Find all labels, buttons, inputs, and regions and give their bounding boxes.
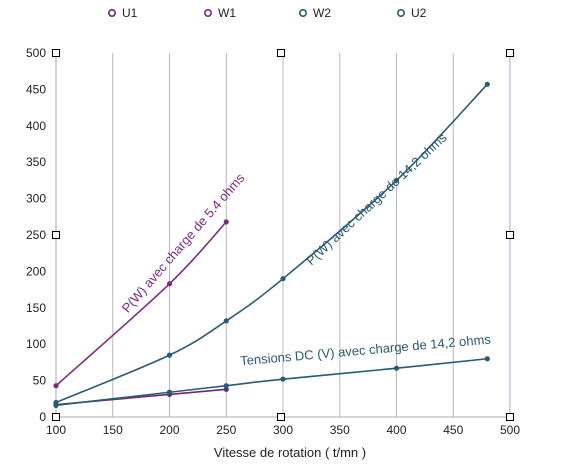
x-tick-label-500: 500 [500, 423, 520, 437]
series-line-w2 [55, 83, 488, 404]
x-tick-label-300: 300 [273, 423, 293, 437]
y-tick-label-500: 500 [26, 46, 46, 60]
tick-labels: 100 150 200 250 300 350 400 450 500 0 50 100 150 200 2… [26, 46, 520, 437]
legend-label-w1: W1 [218, 6, 236, 20]
data-point-w1-250 [223, 219, 229, 225]
x-tick-label-400: 400 [386, 423, 406, 437]
series-line-u2 [55, 357, 488, 407]
legend-marker-u2 [396, 9, 405, 18]
x-tick-label-350: 350 [330, 423, 350, 437]
selection-handle [52, 413, 60, 421]
data-point-u2-400 [393, 365, 400, 371]
legend-label-w2: W2 [313, 6, 331, 20]
y-tick-label-450: 450 [26, 82, 46, 96]
y-tick-label-250: 250 [26, 228, 46, 242]
y-tick-label-300: 300 [26, 192, 46, 206]
legend-marker-w1 [204, 9, 213, 18]
legend-marker-u1 [108, 9, 117, 18]
grid [112, 53, 454, 417]
legend: U1 W1 W2 U2 [108, 6, 427, 20]
y-tick-label-0: 0 [39, 410, 46, 424]
series-group [53, 81, 490, 408]
legend-label-u1: U1 [122, 6, 138, 20]
annotation-2: P(W) avec charge de 14,2 ohms [303, 130, 450, 268]
data-point-u2-480 [484, 356, 490, 362]
series-line-w1 [55, 221, 227, 387]
x-tick-label-150: 150 [103, 423, 123, 437]
x-axis-label: Vitesse de rotation ( t/mn ) [214, 445, 366, 460]
legend-label-u2: U2 [411, 6, 427, 20]
selection-handle [277, 49, 285, 57]
data-point-w2-480 [484, 81, 490, 87]
data-point-w2-400 [393, 177, 400, 183]
x-tick-label-250: 250 [216, 423, 236, 437]
y-tick-label-50: 50 [33, 374, 47, 388]
data-point-u2-250 [223, 383, 229, 389]
selection-handle [277, 413, 285, 421]
y-tick-label-350: 350 [26, 155, 46, 169]
x-tick-label-450: 450 [443, 423, 463, 437]
y-tick-label-150: 150 [26, 301, 46, 315]
selection-handle [506, 413, 514, 421]
data-point-u2-100 [53, 402, 59, 408]
data-point-u1-250 [223, 386, 229, 392]
x-tick-label-200: 200 [159, 423, 179, 437]
x-tick-label-100: 100 [46, 423, 66, 437]
data-point-w1-100 [53, 383, 59, 389]
data-point-u2-300 [280, 376, 286, 382]
selection-handle [52, 49, 60, 57]
data-point-w2-300 [280, 276, 286, 282]
selection-handle [506, 49, 514, 57]
selection-handle [506, 231, 514, 239]
legend-marker-w2 [298, 9, 307, 18]
data-point-w2-200 [166, 352, 173, 358]
selection-handle [52, 231, 60, 239]
selection-handles [52, 49, 514, 421]
annotations: P(W) avec charge de 5.4 ohms P(W) avec ch… [119, 130, 492, 369]
data-point-w1-200 [166, 281, 173, 287]
y-tick-label-200: 200 [26, 264, 46, 278]
y-tick-label-100: 100 [26, 337, 46, 351]
data-point-w2-250 [223, 318, 229, 324]
y-tick-label-400: 400 [26, 119, 46, 133]
data-point-u2-200 [166, 389, 173, 395]
annotation-1: P(W) avec charge de 5.4 ohms [119, 170, 248, 315]
